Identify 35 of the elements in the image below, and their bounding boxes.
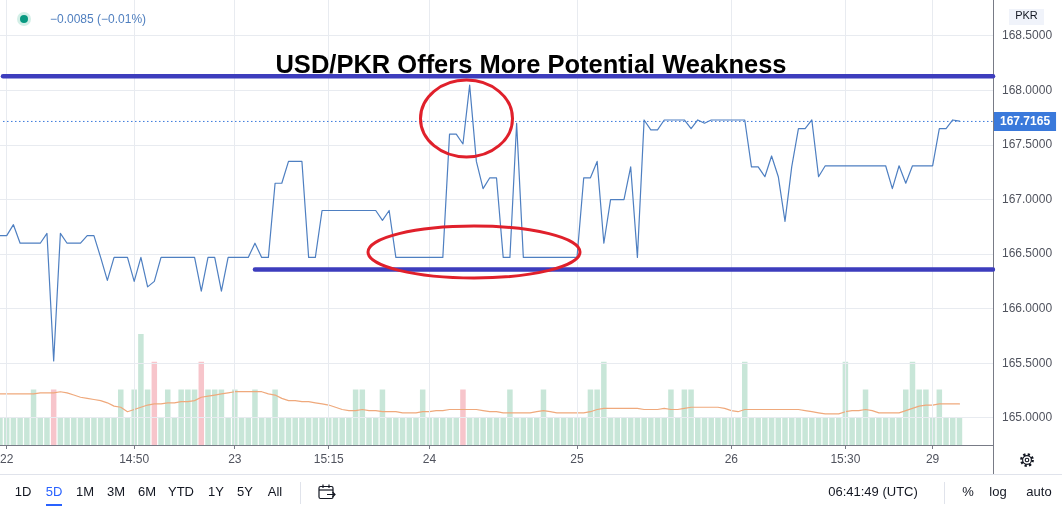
x-tick-label: 15:30 — [830, 451, 861, 466]
y-tick-label: 167.0000 — [1002, 191, 1053, 206]
y-tick-label: 165.0000 — [1002, 410, 1053, 425]
x-tick-label: 29 — [925, 451, 940, 466]
text: 5Y — [237, 484, 253, 501]
x-tick-label: 26 — [724, 451, 739, 466]
text: auto — [1026, 484, 1052, 501]
y-tick-label: 166.0000 — [1002, 300, 1053, 315]
x-tick-label: 14:50 — [119, 451, 150, 466]
text: 1Y — [208, 484, 224, 501]
text: log — [989, 484, 1007, 501]
text: 3M — [106, 484, 126, 501]
bar — [460, 389, 466, 445]
y-tick-label: 167.5000 — [1002, 137, 1053, 152]
y-tick-label: 165.5000 — [1002, 355, 1053, 370]
x-tick-label: 23 — [228, 451, 242, 466]
text: YTD — [168, 484, 194, 501]
text: % — [962, 484, 974, 501]
text: 1D — [14, 484, 32, 501]
y-axis-title: PKR — [1009, 9, 1044, 25]
text: 1M — [75, 484, 95, 501]
x-tick-label: 15:15 — [313, 451, 345, 466]
annotation: −0.0085 (−0.01%) — [50, 12, 147, 27]
x-tick-label: 24 — [422, 451, 437, 466]
y-tick-label: 168.5000 — [1002, 28, 1053, 43]
text: All — [267, 484, 283, 501]
text: 6M — [137, 484, 157, 501]
y-tick-label: 166.5000 — [1002, 246, 1053, 261]
text: 5D — [45, 484, 63, 501]
x-tick-label: 25 — [570, 451, 585, 466]
text: USD/PKR Offers More Potential Weakness — [275, 50, 787, 78]
x-tick-label: 22 — [0, 451, 14, 466]
y-tick-label: 168.0000 — [1002, 82, 1053, 97]
text: 06:41:49 (UTC) — [828, 484, 918, 501]
ref-line-label: 167.7165 — [1000, 114, 1051, 129]
